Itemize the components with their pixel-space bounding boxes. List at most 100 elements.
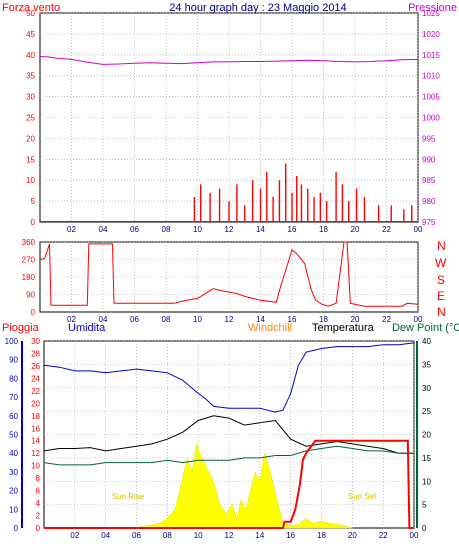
pressure-axis-title: Pressione	[408, 2, 457, 14]
x-tick-label: 20	[351, 225, 360, 234]
right-tick-label: 1005	[422, 93, 440, 102]
dir-label-s: S	[437, 273, 445, 287]
left-tick-label: 25	[26, 114, 35, 123]
x-tick-label: 22	[382, 315, 391, 324]
left-tick-label: 20	[26, 134, 35, 143]
right-tick-label: 975	[422, 218, 436, 227]
rain-tick-label: 30	[31, 337, 40, 346]
humidity-tick-label: 40	[9, 449, 18, 458]
wind-direction-chart: 0 90 180 270 360 02 04 06 08 10 12 14 16 18 20 22 00	[22, 238, 423, 324]
x-tick-label: 00	[410, 531, 419, 540]
right-tick-label: 985	[422, 176, 436, 185]
dir-label-n-bottom: N	[437, 305, 446, 319]
humidity-tick-label: 30	[9, 468, 18, 477]
rain-tick-label: 2	[36, 512, 41, 521]
x-tick-label: 04	[101, 531, 110, 540]
x-tick-label: 16	[288, 315, 297, 324]
rain-tick-label: 0	[36, 524, 41, 533]
x-tick-label: 20	[351, 315, 360, 324]
dir-label-n-top: N	[437, 239, 446, 253]
wind-axis-title: Forza vento	[2, 2, 60, 14]
temp-tick-label: 30	[422, 384, 431, 393]
right-tick-label: 1025	[422, 9, 440, 18]
right-tick-label: 980	[422, 197, 436, 206]
temperatura-line	[43, 415, 414, 454]
x-tick-label: 14	[256, 225, 265, 234]
x-tick-label: 14	[256, 315, 265, 324]
rain-tick-label: 8	[36, 474, 41, 483]
humidity-tick-label: 0	[14, 524, 19, 533]
x-tick-label: 08	[162, 225, 171, 234]
humidity-tick-label: 70	[9, 393, 18, 402]
x-tick-label: 20	[348, 531, 357, 540]
dir-tick-label: 270	[22, 256, 36, 265]
rain-tick-label: 28	[31, 349, 40, 358]
humidity-tick-label: 90	[9, 356, 18, 365]
x-tick-label: 04	[99, 315, 108, 324]
dir-label-w: W	[435, 256, 447, 270]
temp-tick-label: 0	[422, 524, 427, 533]
rain-tick-label: 16	[31, 424, 40, 433]
rain-tick-label: 22	[31, 387, 40, 396]
x-tick-label: 16	[288, 225, 297, 234]
left-tick-label: 50	[26, 9, 35, 18]
dir-tick-label: 360	[22, 238, 36, 247]
temp-tick-label: 20	[422, 431, 431, 440]
temp-tick-label: 25	[422, 407, 431, 416]
x-tick-label: 18	[317, 531, 326, 540]
solar-area	[128, 443, 353, 529]
x-tick-label: 02	[67, 315, 76, 324]
rain-tick-label: 12	[31, 449, 40, 458]
dir-tick-label: 0	[31, 308, 36, 317]
x-tick-label: 18	[319, 315, 328, 324]
right-tick-label: 990	[422, 155, 436, 164]
right-tick-label: 995	[422, 134, 436, 143]
x-tick-label: 04	[99, 225, 108, 234]
rain-tick-label: 24	[31, 374, 40, 383]
left-tick-label: 30	[26, 93, 35, 102]
x-tick-label: 08	[163, 531, 172, 540]
humidity-tick-label: 60	[9, 412, 18, 421]
right-tick-label: 1020	[422, 30, 440, 39]
wind-pressure-chart: 0510152025303540455097598098599099510001…	[26, 9, 440, 234]
rain-tick-label: 14	[31, 437, 40, 446]
rain-tick-label: 4	[36, 499, 41, 508]
left-tick-label: 5	[31, 197, 36, 206]
sunset-label: Sun Set	[348, 492, 377, 501]
humidity-tick-label: 80	[9, 374, 18, 383]
pioggia-line	[44, 439, 414, 529]
x-tick-label: 02	[67, 225, 76, 234]
dir-tick-label: 90	[26, 291, 35, 300]
left-tick-label: 45	[26, 30, 35, 39]
dir-label-e: E	[437, 289, 445, 303]
chart-title: 24 hour graph day : 23 Maggio 2014	[169, 2, 346, 14]
x-tick-label: 22	[379, 531, 388, 540]
x-tick-label: 06	[130, 225, 139, 234]
left-tick-label: 0	[31, 218, 36, 227]
x-tick-label: 00	[414, 315, 423, 324]
x-tick-label: 10	[193, 315, 202, 324]
legend-windchill: Windchill	[248, 322, 292, 334]
direction-line	[39, 241, 419, 307]
humidity-tick-label: 10	[9, 505, 18, 514]
rain-tick-label: 6	[36, 487, 41, 496]
x-tick-label: 10	[194, 531, 203, 540]
right-tick-label: 1010	[422, 72, 440, 81]
x-tick-label: 12	[225, 225, 234, 234]
rain-tick-label: 26	[31, 362, 40, 371]
dew-point-line	[43, 445, 414, 466]
legend-dewpoint: Dew Point (°C	[392, 322, 459, 334]
temp-tick-label: 15	[422, 454, 431, 463]
x-tick-label: 12	[225, 315, 234, 324]
x-tick-label: 22	[382, 225, 391, 234]
left-tick-label: 40	[26, 51, 35, 60]
left-tick-label: 35	[26, 72, 35, 81]
umidita-line	[43, 342, 415, 413]
x-tick-label: 14	[255, 531, 264, 540]
sunrise-label: Sun Rise	[112, 492, 145, 501]
x-tick-label: 00	[414, 225, 423, 234]
temp-tick-label: 40	[422, 337, 431, 346]
x-tick-label: 10	[193, 225, 202, 234]
humidity-tick-label: 20	[9, 487, 18, 496]
